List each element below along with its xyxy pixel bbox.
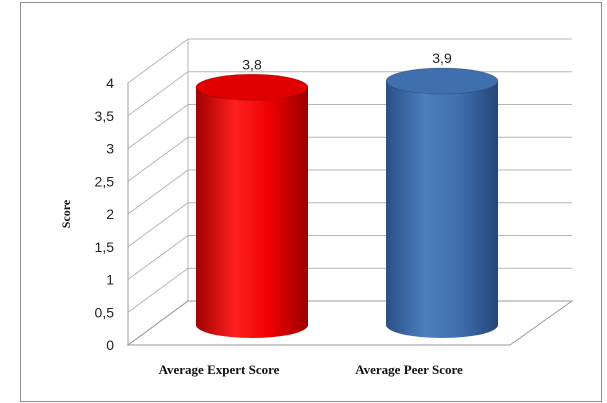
axes <box>126 39 574 346</box>
bar-body <box>196 74 308 338</box>
bars: 3,8 3,9 <box>195 50 499 338</box>
gridline-side <box>127 38 189 84</box>
y-tick-label: 0 <box>106 337 114 353</box>
gridline-side <box>127 71 189 117</box>
gridline-side <box>127 136 189 182</box>
gridline-side <box>127 104 189 149</box>
grid-lines <box>127 38 572 346</box>
y-tick-label: 3,5 <box>95 108 115 124</box>
gridline-side <box>127 202 189 248</box>
gridline-side <box>127 235 189 280</box>
y-axis-title: Score <box>59 199 73 228</box>
chart-frame <box>20 2 602 402</box>
y-tick-label: 1 <box>106 272 114 288</box>
data-label: 3,9 <box>432 50 452 66</box>
data-label: 3,8 <box>242 56 262 72</box>
gridline-side <box>127 169 189 215</box>
bar-body <box>386 68 498 338</box>
x-category-label: Average Expert Score <box>159 362 280 377</box>
y-tick-label: 4 <box>106 75 114 91</box>
x-category-labels: Average Expert Score Average Peer Score <box>159 362 463 377</box>
bar <box>195 73 309 338</box>
x-category-label: Average Peer Score <box>355 362 463 377</box>
y-tick-label: 2,5 <box>95 173 115 189</box>
floor <box>126 300 574 346</box>
y-tick-label: 3 <box>106 141 114 157</box>
y-tick-labels: 0 0,5 1 1,5 2 2,5 3 3,5 4 <box>95 75 115 353</box>
y-tick-label: 2 <box>106 206 114 222</box>
y-tick-label: 0,5 <box>95 304 115 320</box>
gridline-side <box>127 267 189 313</box>
bar-top <box>385 67 499 95</box>
bar <box>385 67 499 338</box>
bar-top <box>195 73 309 101</box>
y-tick-label: 1,5 <box>95 239 115 255</box>
